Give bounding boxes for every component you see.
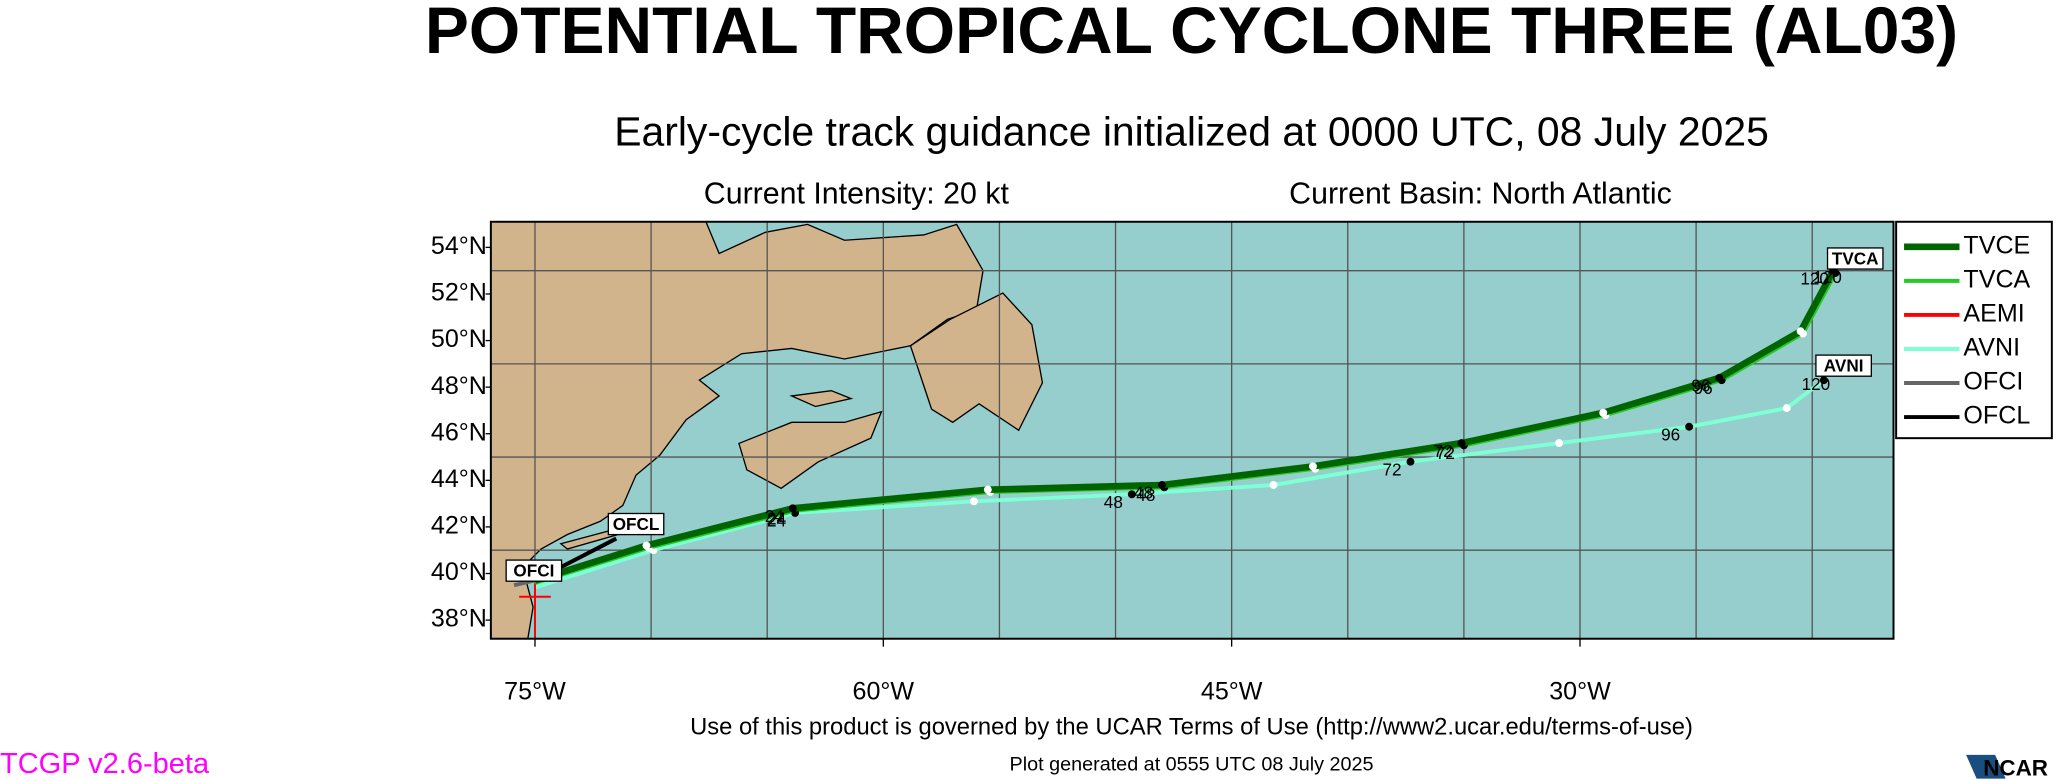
track-point [1158, 481, 1166, 489]
chart-subtitle: Early-cycle track guidance initialized a… [614, 108, 1769, 154]
forecast-hour-label: 96 [1661, 425, 1680, 445]
y-tick-label: 44°N [431, 465, 487, 493]
forecast-hour-label: 48 [1136, 485, 1155, 505]
track-point [519, 583, 551, 639]
basin-info: Current Basin: North Atlantic [1289, 177, 1672, 210]
forecast-hour-label: 96 [1691, 376, 1710, 396]
forecast-hour-label: 24 [767, 508, 787, 528]
y-tick-label: 54°N [431, 232, 487, 260]
legend-label: OFCI [1963, 368, 2023, 396]
y-tick-label: 48°N [431, 372, 487, 400]
generated-footer: Plot generated at 0555 UTC 08 July 2025 [1010, 754, 1374, 776]
model-tag-box [505, 559, 563, 582]
forecast-hour-label: 72 [1434, 441, 1453, 461]
pei [789, 389, 854, 408]
forecast-hour-label: 24 [767, 511, 787, 531]
legend-label: OFCL [1963, 402, 2030, 430]
forecast-hour-label: 72 [1382, 459, 1401, 479]
track-point [1715, 373, 1724, 382]
plot-frame [489, 220, 1895, 640]
legend-label: AEMI [1963, 300, 2024, 328]
model-tag: OFCL [613, 514, 660, 534]
x-tick-label: 60°W [853, 677, 915, 705]
legend-label: TVCE [1963, 231, 2030, 259]
y-tick-label: 46°N [431, 418, 487, 446]
tracks [513, 266, 1840, 639]
track-point [1406, 457, 1415, 466]
y-tick-label: 42°N [431, 512, 487, 540]
x-tick-label: 75°W [504, 677, 566, 705]
forecast-hour-label: 72 [1436, 443, 1455, 463]
track-point [983, 485, 992, 494]
forecast-hour-label: 120 [1802, 374, 1831, 394]
track-point [1782, 404, 1791, 413]
newfoundland [909, 292, 1044, 432]
track-point [1555, 439, 1564, 448]
model-tag: TVCA [1832, 248, 1879, 268]
land [490, 221, 1044, 639]
y-tick-label: 40°N [431, 558, 487, 586]
legend-box [1895, 220, 2053, 440]
track-point [969, 497, 978, 506]
model-tag-box [607, 512, 665, 536]
track-point [642, 541, 651, 550]
track-point [1308, 462, 1317, 471]
model-tag-box [1815, 354, 1872, 377]
track-point [1796, 327, 1805, 336]
forecast-hour-label: 24 [765, 506, 785, 526]
model-tag: OFCI [513, 560, 554, 580]
legend-label: AVNI [1963, 334, 2020, 362]
track-point [788, 504, 797, 513]
forecast-hour-label: 48 [1104, 492, 1123, 512]
grid [490, 221, 1894, 639]
forecast-hour-label: 48 [1134, 483, 1153, 503]
model-tag-box [1826, 247, 1884, 270]
intensity-info: Current Intensity: 20 kt [704, 177, 1010, 210]
track-point [1269, 481, 1278, 489]
terms-footer: Use of this product is governed by the U… [690, 714, 1693, 741]
track-point [1685, 422, 1694, 431]
chart-title: POTENTIAL TROPICAL CYCLONE THREE (AL03) [425, 0, 1958, 67]
track-point [1127, 490, 1136, 499]
x-tick-label: 45°W [1201, 677, 1263, 705]
version-label: TCGP v2.6-beta [0, 748, 210, 780]
legend-label: TVCA [1963, 266, 2030, 294]
nova-scotia [738, 410, 883, 490]
y-tick-label: 52°N [431, 279, 487, 307]
track-point [1819, 376, 1828, 385]
logo-text: NCAR [1983, 755, 2048, 780]
legend: TVCE TVCA AEMI AVNI OFCI OFCL [1904, 231, 2031, 430]
logo-mark [1966, 754, 2006, 779]
track-point [1599, 408, 1608, 417]
forecast-hour-label: 96 [1694, 378, 1713, 398]
forecast-hour-label: 120 [1813, 267, 1842, 287]
y-tick-label: 50°N [431, 325, 487, 353]
track-point [1457, 439, 1466, 448]
x-tick-label: 30°W [1549, 677, 1611, 705]
model-tag: AVNI [1824, 355, 1864, 375]
y-tick-label: 38°N [431, 605, 487, 633]
forecast-hour-label: 120 [1800, 268, 1829, 288]
